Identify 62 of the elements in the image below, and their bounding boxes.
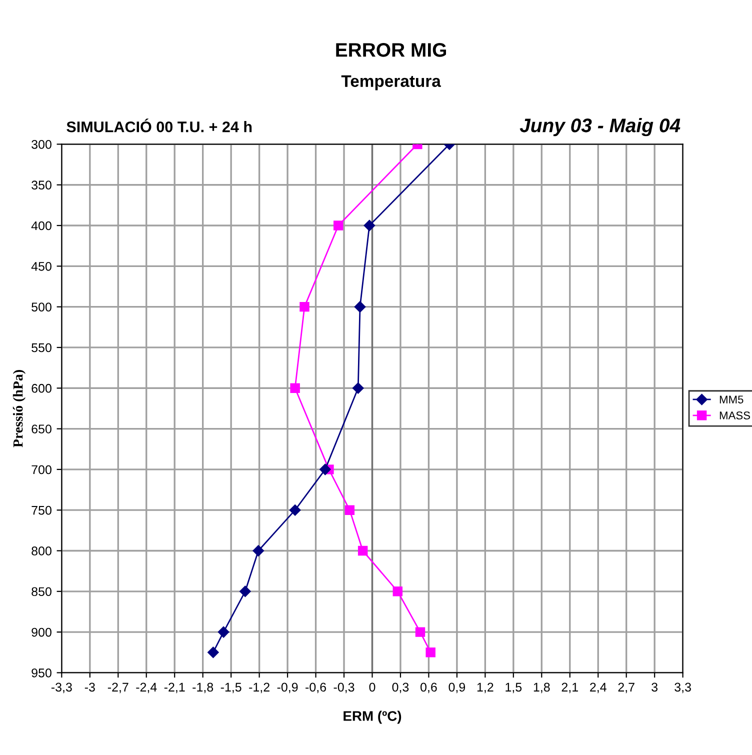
point: [289, 504, 301, 516]
x-tick-label: 1,8: [534, 682, 550, 694]
x-tick-label: 2,4: [590, 682, 606, 694]
point: [240, 586, 251, 598]
x-tick-label: -2,1: [164, 682, 185, 694]
point: [352, 382, 364, 394]
x-tick-label: 2,7: [618, 682, 634, 694]
point: [354, 301, 366, 312]
x-tick-label: -0,6: [306, 682, 326, 694]
y-tick-label: 950: [32, 668, 52, 678]
x-tick-label: 3: [652, 682, 658, 692]
y-tick-label: 750: [32, 506, 52, 515]
point: [333, 220, 344, 230]
x-tick-label: 0: [369, 682, 376, 692]
point: [300, 302, 310, 312]
y-axis-title: Pressió (hPa): [12, 370, 26, 448]
x-tick-label: -2,4: [136, 682, 157, 694]
y-tick-label: 900: [32, 628, 52, 637]
x-tick-label: 1,5: [506, 682, 522, 694]
x-axis-title: ERM (ºC): [344, 710, 402, 724]
point: [208, 646, 219, 658]
x-tick-label: -0,3: [334, 682, 354, 694]
text: Juny 03 - Maig 04: [520, 118, 680, 136]
point: [252, 545, 264, 556]
point: [364, 220, 376, 232]
point: [358, 546, 368, 556]
y-tick-label: 400: [31, 221, 52, 230]
chart-subtitle: Temperatura: [341, 75, 442, 90]
y-tick-label: 350: [32, 180, 52, 190]
y-tick-label: 850: [32, 587, 52, 596]
point: [218, 626, 230, 638]
point: [392, 586, 403, 596]
y-tick-label: 500: [32, 302, 52, 312]
y-tick-label: 700: [32, 465, 52, 474]
point: [426, 648, 436, 658]
y-tick-label: 650: [32, 424, 52, 434]
point: [290, 383, 300, 393]
x-tick-label: -3,3: [51, 682, 72, 694]
text: SIMULACIÓ 00 T.U. + 24 h: [66, 118, 252, 132]
legend-label: MM5: [720, 396, 744, 404]
x-tick-label: 1,2: [477, 682, 494, 694]
y-tick-label: 450: [31, 262, 52, 271]
x-tick-label: 0,6: [420, 682, 437, 694]
x-tick-label: 0,9: [448, 682, 466, 694]
y-tick-label: 800: [32, 546, 52, 556]
legend-label: MASS: [720, 412, 750, 420]
point: [415, 627, 426, 637]
y-tick-label: 300: [32, 140, 52, 149]
x-tick-label: -3: [84, 682, 95, 692]
y-tick-label: 550: [32, 343, 52, 352]
point: [320, 464, 331, 476]
x-tick-label: 2,1: [562, 682, 578, 694]
y-tick-label: 600: [32, 384, 52, 393]
x-tick-label: -1,8: [192, 682, 214, 694]
x-tick-label: -0,9: [277, 682, 298, 694]
point: [344, 505, 355, 515]
x-tick-label: 3,3: [674, 682, 691, 694]
chart-title: ERROR MIG: [336, 43, 446, 57]
x-tick-label: -2,7: [108, 682, 128, 694]
x-tick-label: 0,3: [392, 682, 409, 694]
x-tick-label: -1,5: [220, 682, 242, 694]
x-tick-label: -1,2: [249, 682, 270, 694]
